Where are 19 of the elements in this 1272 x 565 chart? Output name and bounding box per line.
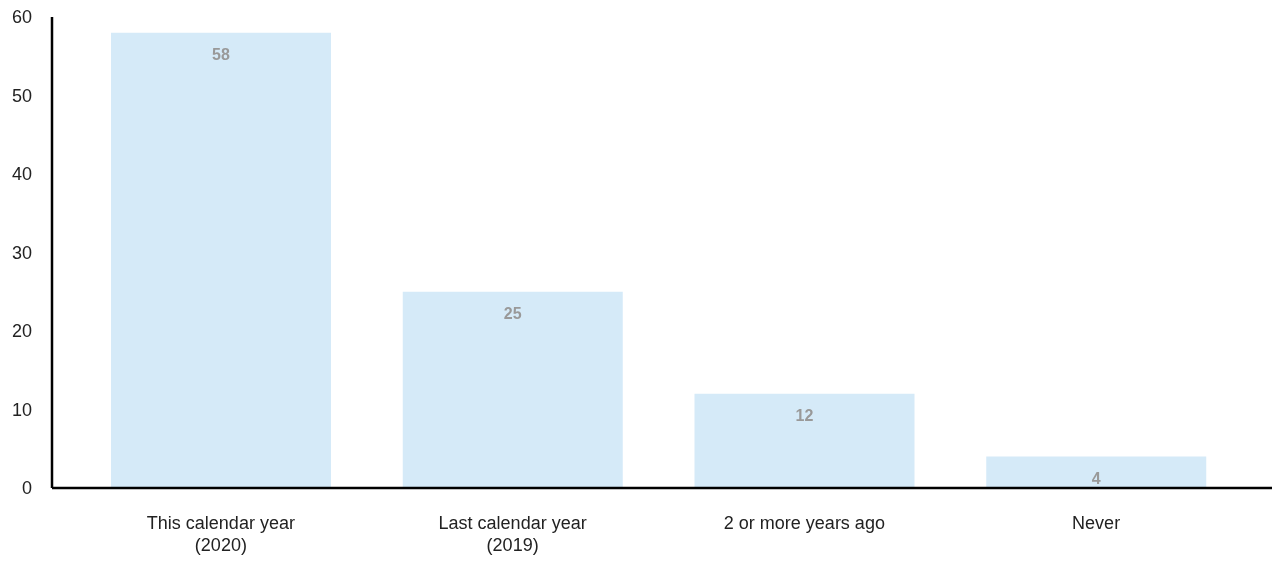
x-tick-label: Last calendar year (2019) [438,512,587,555]
y-tick-label: 50 [11,85,32,106]
x-tick-label: This calendar year (2020) [146,512,295,555]
bar [694,393,915,488]
y-tick-label: 20 [11,321,32,342]
data-label: 25 [503,305,522,323]
data-label: 12 [795,407,814,425]
y-tick-label: 60 [11,7,32,28]
x-tick-label: 2 or more years ago [723,512,885,533]
bar [402,291,623,488]
y-tick-label: 10 [11,399,32,420]
bar [986,456,1207,488]
bar [111,32,331,488]
data-label: 4 [1091,469,1101,487]
x-tick-label: Never [1072,512,1121,533]
y-tick-label: 0 [21,478,32,499]
y-tick-label: 30 [11,242,32,263]
y-tick-label: 40 [11,164,32,185]
data-label: 58 [212,46,230,64]
